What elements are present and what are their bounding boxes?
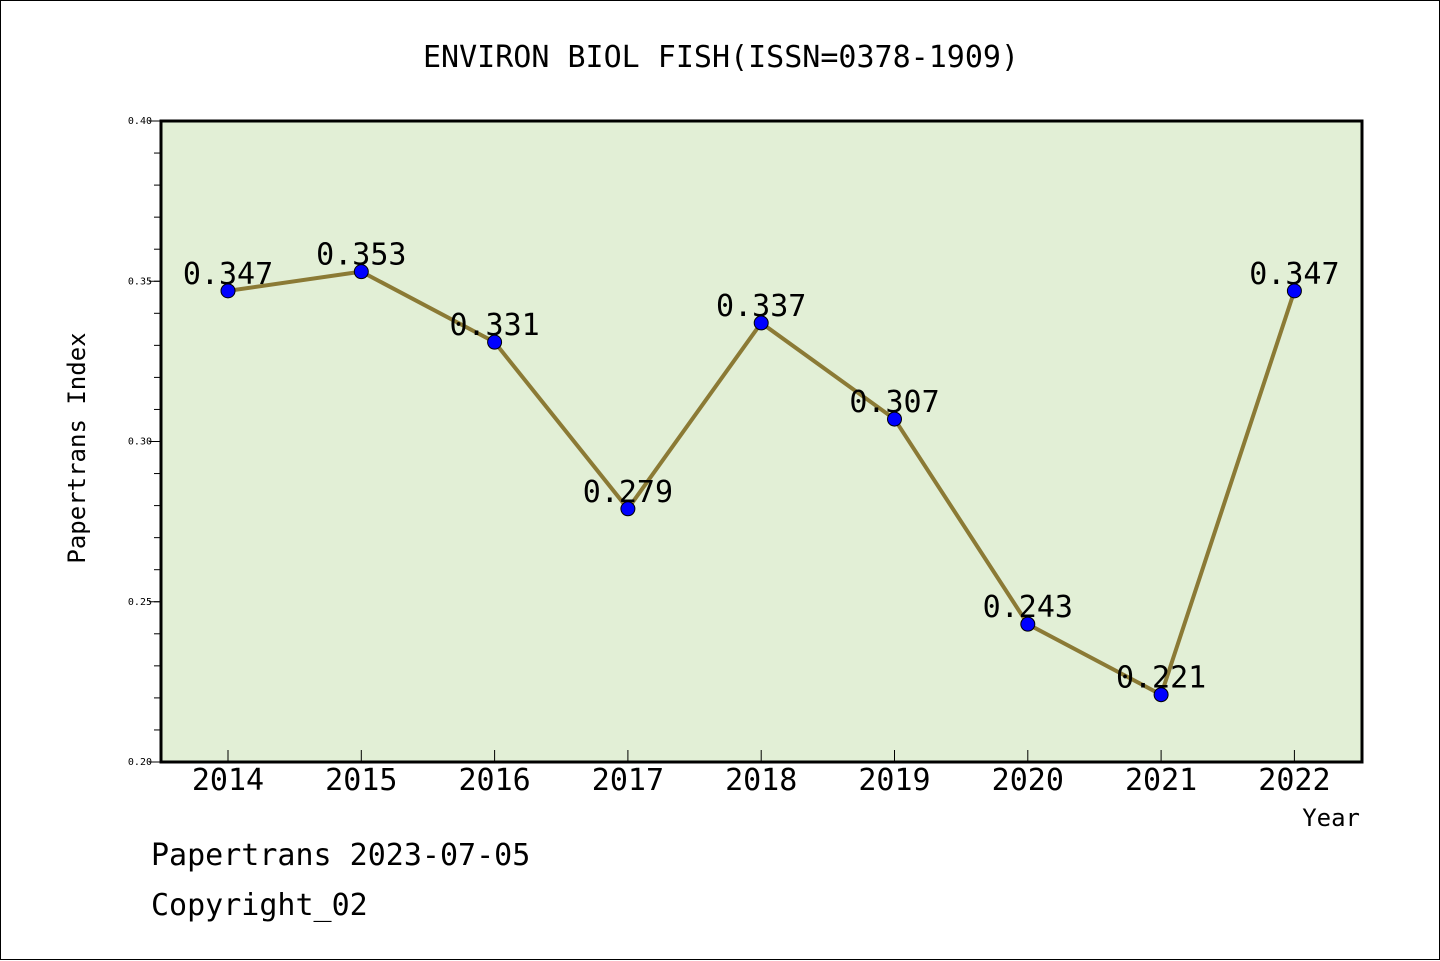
- x-tick-label: 2014: [192, 763, 264, 798]
- x-tick-label: 2020: [992, 763, 1064, 798]
- data-label: 0.353: [316, 238, 406, 273]
- data-point: [487, 334, 503, 350]
- data-label: 0.347: [183, 257, 273, 292]
- x-axis-label: Year: [1302, 804, 1360, 832]
- y-tick-label: 0.20: [128, 757, 152, 768]
- x-tick-label: 2021: [1125, 763, 1197, 798]
- x-tick-label: 2015: [325, 763, 397, 798]
- chart-title: ENVIRON BIOL FISH(ISSN=0378-1909): [423, 40, 1019, 75]
- data-label: 0.243: [983, 590, 1073, 625]
- data-label: 0.221: [1116, 661, 1206, 696]
- data-point-group: [220, 264, 1302, 703]
- x-tick-label: 2022: [1258, 763, 1330, 798]
- data-label: 0.279: [583, 475, 673, 510]
- x-tick-label: 2019: [858, 763, 930, 798]
- plot-area: [159, 119, 1364, 764]
- footer-date: Papertrans 2023-07-05: [151, 838, 530, 873]
- x-tick-label: 2018: [725, 763, 797, 798]
- y-tick-label: 0.35: [128, 276, 152, 287]
- y-tick-label: 0.30: [128, 437, 152, 448]
- x-tick-label: 2017: [592, 763, 664, 798]
- y-axis-label: Papertrans Index: [63, 332, 91, 563]
- data-point: [353, 264, 369, 280]
- footer-copyright: Copyright_02: [151, 888, 368, 923]
- data-label: 0.337: [716, 289, 806, 324]
- y-tick-label: 0.40: [128, 116, 152, 127]
- data-point: [620, 501, 636, 517]
- data-point: [1153, 687, 1169, 703]
- data-point: [1020, 616, 1036, 632]
- x-tick-label: 2016: [458, 763, 530, 798]
- y-axis-ticks: 0.20 0.25 0.30 0.35 0.40: [128, 116, 161, 768]
- data-point: [753, 315, 769, 331]
- x-axis-ticks: 2014 2015 2016 2017 2018 2019 2020 2021 2022: [192, 750, 1331, 798]
- data-point: [220, 283, 236, 299]
- data-label: 0.331: [449, 308, 539, 343]
- data-label: 0.307: [849, 385, 939, 420]
- data-label: 0.347: [1249, 257, 1339, 292]
- y-tick-label: 0.25: [128, 597, 152, 608]
- data-point: [1286, 283, 1302, 299]
- data-label-group: 0.347 0.353 0.331 0.279 0.337 0.307 0.243 0.221…: [183, 238, 1340, 696]
- data-point: [887, 411, 902, 427]
